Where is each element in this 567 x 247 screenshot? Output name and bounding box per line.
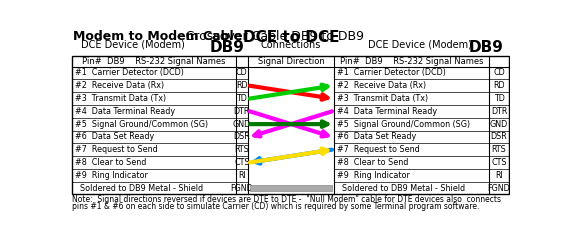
Text: #7  Request to Send: #7 Request to Send: [75, 145, 158, 154]
Text: FGND: FGND: [230, 184, 253, 192]
Text: #1  Carrier Detector (DCD): #1 Carrier Detector (DCD): [337, 68, 446, 78]
Text: Pin#  DB9    RS-232 Signal Names: Pin# DB9 RS-232 Signal Names: [82, 57, 226, 66]
Text: - Crossover Cable DB9 to DB9: - Crossover Cable DB9 to DB9: [173, 30, 364, 43]
Text: Soldered to DB9 Metal - Shield: Soldered to DB9 Metal - Shield: [337, 184, 465, 192]
Text: #3  Transmit Data (Tx): #3 Transmit Data (Tx): [75, 94, 166, 103]
Text: DB9: DB9: [468, 40, 503, 55]
Text: DCE to DCE: DCE to DCE: [243, 30, 339, 45]
Text: DCE Device (Modem): DCE Device (Modem): [367, 40, 472, 50]
Bar: [250, 185, 332, 191]
Text: RI: RI: [238, 171, 246, 180]
Text: DSR: DSR: [490, 132, 507, 141]
Text: Modem to Modem Cable: Modem to Modem Cable: [73, 30, 242, 43]
Text: DTR: DTR: [491, 107, 507, 116]
Text: CTS: CTS: [492, 158, 507, 167]
Text: TD: TD: [236, 94, 247, 103]
Text: CD: CD: [236, 68, 248, 78]
Text: Note:  Signal directions reversed if devices are DTE to DTE -  "Null Modem" cabl: Note: Signal directions reversed if devi…: [73, 195, 501, 204]
Text: #9  Ring Indicator: #9 Ring Indicator: [337, 171, 409, 180]
Text: #6  Data Set Ready: #6 Data Set Ready: [337, 132, 416, 141]
Text: TD: TD: [494, 94, 505, 103]
Text: #7  Request to Send: #7 Request to Send: [337, 145, 420, 154]
Text: #4  Data Terminal Ready: #4 Data Terminal Ready: [75, 107, 175, 116]
Text: #2  Receive Data (Rx): #2 Receive Data (Rx): [75, 81, 164, 90]
Text: GND: GND: [490, 120, 508, 129]
Text: #4  Data Terminal Ready: #4 Data Terminal Ready: [337, 107, 437, 116]
Text: FGND: FGND: [488, 184, 510, 192]
Text: #8  Clear to Send: #8 Clear to Send: [337, 158, 408, 167]
Text: Pin#  DB9    RS-232 Signal Names: Pin# DB9 RS-232 Signal Names: [340, 57, 484, 66]
Text: DCE Device (Modem): DCE Device (Modem): [81, 40, 185, 50]
Text: DTR: DTR: [234, 107, 250, 116]
Text: DB9: DB9: [210, 40, 245, 55]
Text: #5  Signal Ground/Common (SG): #5 Signal Ground/Common (SG): [337, 120, 470, 129]
Text: Connections: Connections: [261, 40, 321, 50]
Text: RTS: RTS: [492, 145, 506, 154]
Text: #8  Clear to Send: #8 Clear to Send: [75, 158, 146, 167]
Text: RTS: RTS: [234, 145, 249, 154]
Text: RD: RD: [493, 81, 505, 90]
Text: #1  Carrier Detector (DCD): #1 Carrier Detector (DCD): [75, 68, 184, 78]
Text: #9  Ring Indicator: #9 Ring Indicator: [75, 171, 147, 180]
Text: Signal Direction: Signal Direction: [257, 57, 324, 66]
Text: #2  Receive Data (Rx): #2 Receive Data (Rx): [337, 81, 426, 90]
Text: Soldered to DB9 Metal - Shield: Soldered to DB9 Metal - Shield: [75, 184, 203, 192]
Text: #3  Transmit Data (Tx): #3 Transmit Data (Tx): [337, 94, 428, 103]
Text: CTS: CTS: [234, 158, 249, 167]
Text: DSR: DSR: [234, 132, 250, 141]
Text: #5  Signal Ground/Common (SG): #5 Signal Ground/Common (SG): [75, 120, 208, 129]
Text: pins #1 & #6 on each side to simulate Carrier (CD) which is required by some Ter: pins #1 & #6 on each side to simulate Ca…: [73, 202, 480, 211]
Bar: [73, 56, 509, 194]
Text: CD: CD: [493, 68, 505, 78]
Text: RD: RD: [236, 81, 248, 90]
Text: #6  Data Set Ready: #6 Data Set Ready: [75, 132, 154, 141]
Text: RI: RI: [495, 171, 503, 180]
Text: GND: GND: [232, 120, 251, 129]
